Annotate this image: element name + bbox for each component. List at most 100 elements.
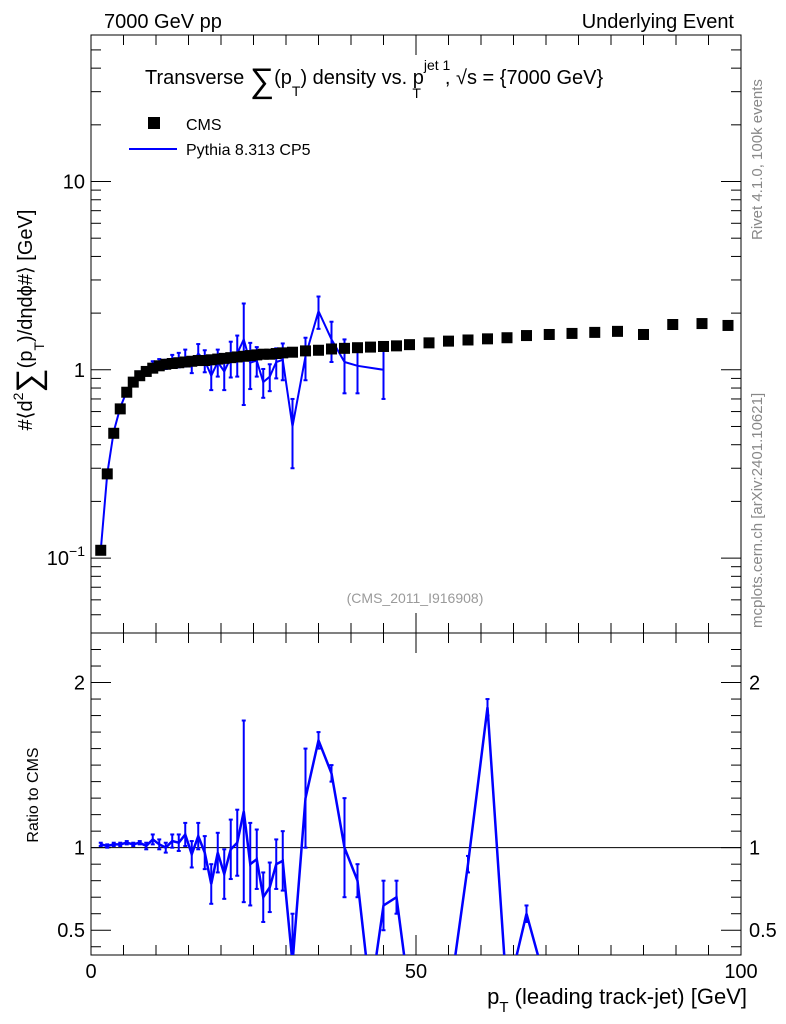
title-p-sub: T bbox=[292, 83, 301, 99]
cms-data-point bbox=[212, 353, 224, 365]
mcplots-info: mcplots.cern.ch [arXiv:2401.10621] bbox=[749, 393, 766, 628]
ylabel-p: (p bbox=[15, 351, 37, 369]
title-middle: density vs. p bbox=[307, 67, 424, 89]
ratio-y-tick-label-right: 2 bbox=[749, 673, 760, 695]
ratio-y-axis-label: Ratio to CMS bbox=[25, 747, 42, 842]
rivet-info: Rivet 4.1.0, 100k events bbox=[749, 79, 766, 240]
cms-data-point bbox=[199, 355, 211, 367]
cms-data-point bbox=[251, 349, 263, 361]
cms-data-point bbox=[378, 340, 389, 352]
x-tick-label: 50 bbox=[405, 961, 427, 983]
header-right: Underlying Event bbox=[582, 11, 735, 33]
title-prefix: Transverse bbox=[145, 67, 250, 89]
cms-data-point bbox=[352, 342, 363, 354]
cms-data-point bbox=[225, 352, 237, 364]
y-axis-label: #⟨d2∑(pT)/dηdϕ#⟩ [GeV] bbox=[10, 210, 48, 431]
cms-data-point bbox=[612, 325, 623, 337]
main-y-ticks: 10−1 1 10 bbox=[47, 34, 741, 634]
cms-data-point bbox=[521, 330, 532, 342]
xlabel-p: p bbox=[487, 984, 499, 1009]
main-y-tick-label: 10 bbox=[63, 172, 85, 194]
x-ticks bbox=[90, 35, 742, 955]
ylabel-p-sub: T bbox=[31, 342, 47, 351]
cms-data-point bbox=[179, 356, 191, 368]
cms-data-point bbox=[667, 319, 679, 331]
title-jet-sup: jet 1 bbox=[423, 57, 451, 73]
cms-data-point bbox=[114, 403, 126, 415]
cms-data-point bbox=[244, 350, 256, 362]
ratio-y-tick-label-right: 0.5 bbox=[749, 920, 777, 942]
cms-data-point bbox=[153, 360, 165, 372]
ratio-y-tick-label-left: 0.5 bbox=[57, 920, 85, 942]
x-tick-labels: 0 50 100 bbox=[85, 961, 757, 983]
cms-data-point bbox=[238, 350, 250, 362]
xlabel-rest: (leading track-jet) [GeV] bbox=[509, 984, 747, 1009]
ylabel-rest: )/dηdϕ#⟩ [GeV] bbox=[15, 210, 37, 342]
cms-data-point bbox=[365, 341, 376, 353]
cms-data-point bbox=[270, 348, 282, 360]
cms-data-point bbox=[186, 355, 198, 367]
ratio-line bbox=[100, 707, 540, 955]
cms-data-point bbox=[134, 370, 146, 382]
cms-data-point bbox=[205, 354, 217, 366]
main-y-tick-label: 10−1 bbox=[47, 543, 85, 570]
title-suffix: , √s = {7000 GeV} bbox=[445, 67, 604, 89]
mc-series bbox=[98, 295, 386, 556]
ylabel-sq: 2 bbox=[10, 392, 26, 400]
legend: CMS Pythia 8.313 CP5 bbox=[129, 117, 311, 159]
cms-data-point bbox=[482, 333, 493, 345]
cms-data-point bbox=[160, 358, 172, 370]
cms-data-point bbox=[101, 468, 113, 480]
title-p: (p bbox=[274, 67, 292, 89]
cms-data-point bbox=[391, 340, 402, 352]
cms-data-point bbox=[696, 318, 708, 330]
cms-data-point bbox=[173, 357, 185, 369]
xlabel-p-sub: T bbox=[499, 999, 508, 1016]
cms-data-point bbox=[589, 326, 601, 338]
x-tick-label: 0 bbox=[85, 961, 96, 983]
ratio-y-tick-label-left: 2 bbox=[74, 673, 85, 695]
cms-data-point bbox=[127, 376, 139, 388]
ylabel-sum-symbol: ∑ bbox=[10, 368, 48, 392]
cms-data-point bbox=[121, 386, 133, 398]
cms-data-point bbox=[313, 344, 324, 356]
ratio-y-ticks: 0.5 0.5 1 1 2 2 bbox=[57, 632, 777, 948]
title-sum-symbol: ∑ bbox=[250, 62, 274, 100]
cms-data-point bbox=[423, 337, 435, 349]
legend-cms-marker bbox=[148, 117, 160, 129]
legend-cms-label: CMS bbox=[186, 117, 222, 134]
title-p-close: ) bbox=[300, 67, 307, 89]
cms-data-point bbox=[404, 339, 415, 351]
x-tick-label: 100 bbox=[724, 961, 757, 983]
x-axis-label: pT (leading track-jet) [GeV] bbox=[487, 984, 747, 1016]
cms-data-point bbox=[166, 358, 178, 370]
cms-data-point bbox=[566, 327, 578, 339]
cms-data-point bbox=[462, 334, 474, 346]
cms-data-point bbox=[257, 348, 269, 360]
cms-data-point bbox=[501, 332, 513, 344]
cms-data-point bbox=[264, 348, 276, 360]
analysis-tag: (CMS_2011_I916908) bbox=[347, 590, 484, 606]
cms-data-point bbox=[218, 352, 230, 364]
cms-series bbox=[95, 318, 734, 556]
cms-data-point bbox=[95, 544, 107, 556]
title-jet-sub: T bbox=[412, 85, 421, 101]
cms-data-point bbox=[287, 346, 298, 358]
header-left: 7000 GeV pp bbox=[104, 11, 222, 33]
main-y-tick-label: 1 bbox=[74, 360, 85, 382]
ylabel-prefix: #⟨d bbox=[15, 400, 37, 430]
cms-data-point bbox=[300, 345, 311, 357]
cms-data-point bbox=[277, 347, 289, 359]
cms-data-point bbox=[326, 343, 337, 355]
cms-data-point bbox=[339, 342, 350, 354]
cms-data-point bbox=[108, 427, 120, 439]
ratio-plot-frame bbox=[90, 632, 742, 956]
ratio-y-tick-label-left: 1 bbox=[74, 838, 85, 860]
cms-data-point bbox=[147, 362, 159, 374]
cms-data-point bbox=[722, 319, 734, 331]
legend-mc-label: Pythia 8.313 CP5 bbox=[186, 142, 311, 159]
plot-title: Transverse ∑(pT) density vs. pjet 1 T, √s… bbox=[145, 57, 604, 101]
cms-data-point bbox=[231, 351, 243, 363]
cms-data-point bbox=[192, 355, 204, 367]
